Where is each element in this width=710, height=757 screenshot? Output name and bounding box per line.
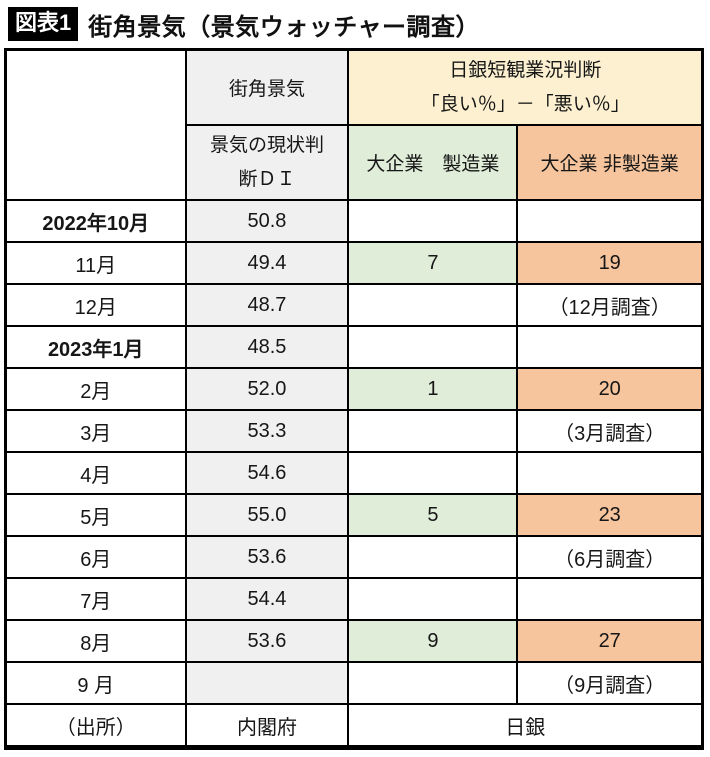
month-cell: 5月 (4, 493, 187, 537)
mfg-cell (347, 325, 519, 369)
nonmfg-cell (516, 451, 704, 495)
nonmfg-cell (516, 325, 704, 369)
header-row-bottom: 景気の現状判 断ＤＩ 大企業 製造業 大企業 非製造業 (6, 124, 704, 201)
economy-watchers-table: 街角景気 日銀短観業況判断 「良い％」－「悪い％」 景気の現状判 断ＤＩ 大企業… (4, 48, 704, 750)
mfg-cell (347, 535, 519, 579)
di-cell: 54.4 (184, 577, 350, 621)
table-row: 4月 54.6 (4, 451, 704, 495)
mfg-cell (347, 409, 519, 453)
mfg-cell (347, 283, 519, 327)
nonmfg-cell: 20 (516, 367, 704, 411)
nonmfg-cell: 27 (516, 619, 704, 663)
month-cell: 11月 (4, 241, 187, 285)
mfg-cell (347, 661, 519, 705)
di-cell: 53.6 (184, 535, 350, 579)
header-tankan-judgment: 日銀短観業況判断 「良い％」－「悪い％」 (347, 48, 704, 126)
nonmfg-cell: 19 (516, 241, 704, 285)
table-row: 2022年10月 50.8 (4, 199, 704, 243)
mfg-cell (347, 451, 519, 495)
table-row: 8月 53.6 9 27 (4, 619, 704, 663)
di-cell: 50.8 (184, 199, 350, 243)
nonmfg-cell (516, 199, 704, 243)
di-cell (184, 661, 350, 705)
month-cell: 3月 (4, 409, 187, 453)
di-cell: 53.6 (184, 619, 350, 663)
header-large-nonmfg: 大企業 非製造業 (516, 124, 704, 201)
header-machikado-keiki: 街角景気 (184, 48, 350, 126)
figure-number-badge: 図表1 (8, 7, 79, 41)
mfg-cell: 5 (347, 493, 519, 537)
month-cell: 7月 (4, 577, 187, 621)
month-cell: 12月 (4, 283, 187, 327)
header-current-di: 景気の現状判 断ＤＩ (184, 124, 350, 201)
month-cell: 8月 (4, 619, 187, 663)
table-row: 6月 53.6 （6月調査） (4, 535, 704, 579)
table-row: 12月 48.7 （12月調査） (4, 283, 704, 327)
source-label: （出所） (4, 703, 187, 749)
table-row: 7月 54.4 (4, 577, 704, 621)
di-cell: 48.7 (184, 283, 350, 327)
source-row: （出所） 内閣府 日銀 (4, 703, 704, 749)
month-cell: 9 月 (4, 661, 187, 705)
month-cell: 2022年10月 (4, 199, 187, 243)
table-row: 9 月 （9月調査） (4, 661, 704, 705)
di-cell: 55.0 (184, 493, 350, 537)
table-row: 11月 49.4 7 19 (4, 241, 704, 285)
source-boj: 日銀 (347, 703, 704, 749)
di-cell: 53.3 (184, 409, 350, 453)
di-cell: 54.6 (184, 451, 350, 495)
month-cell: 4月 (4, 451, 187, 495)
month-cell: 2023年1月 (4, 325, 187, 369)
nonmfg-cell: （6月調査） (516, 535, 704, 579)
mfg-cell (347, 577, 519, 621)
mfg-cell (347, 199, 519, 243)
nonmfg-cell: （9月調査） (516, 661, 704, 705)
header-large-mfg: 大企業 製造業 (347, 124, 519, 201)
nonmfg-cell: （3月調査） (516, 409, 704, 453)
figure-title-bar: 図表1 街角景気（景気ウォッチャー調査） (0, 0, 710, 48)
header-row-top: 街角景気 日銀短観業況判断 「良い％」－「悪い％」 (4, 48, 704, 201)
mfg-cell: 1 (347, 367, 519, 411)
source-cabinet-office: 内閣府 (184, 703, 350, 749)
table-row: 3月 53.3 （3月調査） (4, 409, 704, 453)
nonmfg-cell: 23 (516, 493, 704, 537)
di-cell: 49.4 (184, 241, 350, 285)
di-cell: 52.0 (184, 367, 350, 411)
corner-cell (4, 48, 187, 201)
table-row: 5月 55.0 5 23 (4, 493, 704, 537)
mfg-cell: 9 (347, 619, 519, 663)
month-cell: 6月 (4, 535, 187, 579)
mfg-cell: 7 (347, 241, 519, 285)
nonmfg-cell: （12月調査） (516, 283, 704, 327)
table-row: 2月 52.0 1 20 (4, 367, 704, 411)
di-cell: 48.5 (184, 325, 350, 369)
table-row: 2023年1月 48.5 (4, 325, 704, 369)
month-cell: 2月 (4, 367, 187, 411)
page-title: 街角景気（景気ウォッチャー調査） (88, 13, 481, 41)
nonmfg-cell (516, 577, 704, 621)
